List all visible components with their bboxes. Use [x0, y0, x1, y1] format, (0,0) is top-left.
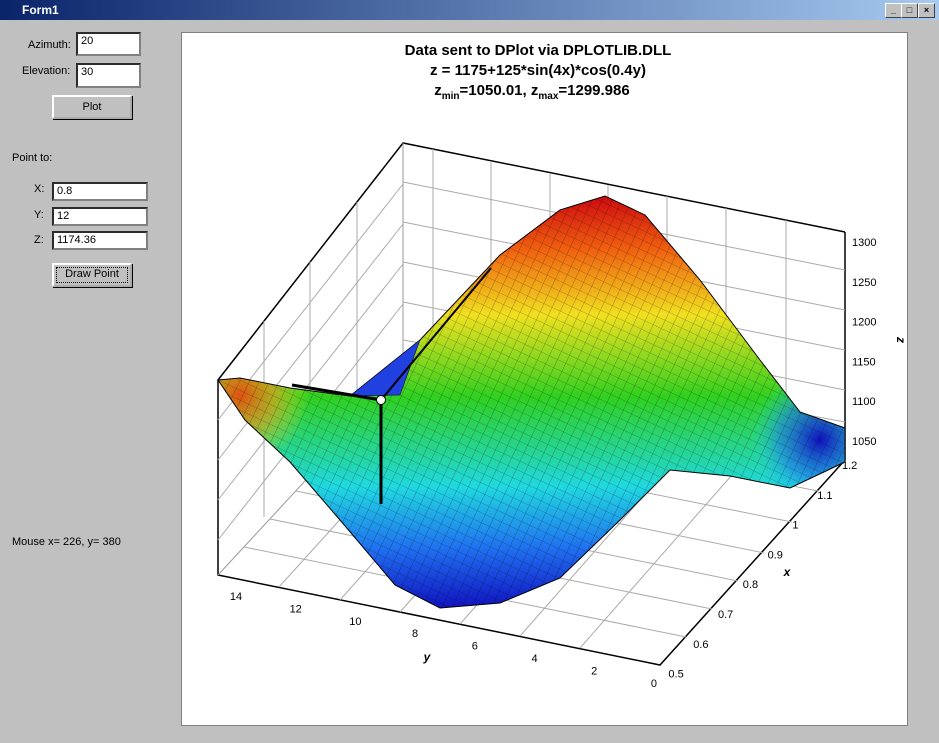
- range-part: min: [442, 91, 460, 102]
- y-tick-label: 2: [591, 665, 597, 677]
- x-input[interactable]: 0.8: [52, 182, 148, 201]
- y-axis-label: y: [423, 650, 432, 664]
- elevation-input[interactable]: 30: [76, 63, 141, 88]
- x-tick-label: 0.9: [768, 549, 783, 561]
- y-tick-label: 10: [349, 616, 361, 628]
- x-tick-label: 1: [792, 520, 798, 532]
- x-tick-label: 0.8: [743, 579, 758, 591]
- close-button[interactable]: ×: [918, 3, 935, 18]
- range-part: =1299.986: [558, 82, 629, 99]
- point-marker: [291, 267, 492, 504]
- y-input[interactable]: 12: [52, 207, 148, 226]
- draw-point-button[interactable]: Draw Point: [52, 263, 132, 287]
- azimuth-input[interactable]: 20: [76, 32, 141, 56]
- maximize-button[interactable]: □: [901, 3, 918, 18]
- surface-back-fold: [349, 339, 421, 397]
- y-label: Y:: [34, 209, 44, 221]
- y-tick-label: 4: [531, 653, 537, 665]
- surface-plot: 1300 1250 1200 1150 1100 1050 1.2 1.1 1 0.9 0.8 0.7…: [217, 42, 908, 690]
- x-tick-label: 0.5: [668, 669, 683, 681]
- mouse-status: Mouse x= 226, y= 380: [12, 536, 121, 548]
- plot-button[interactable]: Plot: [52, 95, 132, 119]
- minimize-button[interactable]: _: [885, 3, 902, 18]
- plot-range: zmin=1050.01, zmax=1299.986: [434, 82, 629, 102]
- point-to-label: Point to:: [12, 152, 53, 164]
- azimuth-label: Azimuth:: [28, 39, 71, 51]
- z-input[interactable]: 1174.36: [52, 231, 148, 250]
- title-bar: Form1 _ □ ×: [0, 0, 939, 20]
- z-label: Z:: [34, 234, 44, 246]
- y-tick-label: 6: [472, 641, 478, 653]
- elevation-label: Elevation:: [22, 65, 71, 77]
- x-tick-label: 0.7: [718, 609, 733, 621]
- z-tick-label: 1050: [852, 436, 876, 448]
- z-tick-label: 1300: [852, 237, 876, 249]
- range-part: max: [538, 91, 558, 102]
- range-part: z: [434, 82, 442, 99]
- z-tick-label: 1250: [852, 277, 876, 289]
- plot-area: 1300 1250 1200 1150 1100 1050 1.2 1.1 1 0.9 0.8 0.7…: [181, 32, 908, 726]
- x-tick-label: 1.2: [842, 460, 857, 472]
- z-tick-label: 1150: [852, 356, 876, 368]
- plot-subtitle: z = 1175+125*sin(4x)*cos(0.4y): [430, 62, 646, 79]
- y-tick-label: 12: [290, 603, 302, 615]
- y-tick-label: 14: [230, 591, 242, 603]
- x-axis-label: x: [783, 565, 792, 579]
- range-part: =1050.01, z: [460, 82, 539, 99]
- z-tick-label: 1200: [852, 317, 876, 329]
- y-tick-label: 8: [412, 628, 418, 640]
- x-tick-label: 0.6: [693, 639, 708, 651]
- z-tick-label: 1100: [852, 396, 876, 408]
- plot-title: Data sent to DPlot via DPLOTLIB.DLL: [405, 42, 672, 59]
- x-label: X:: [34, 183, 45, 195]
- y-tick-label: 0: [651, 678, 657, 690]
- window-title: Form1: [22, 3, 59, 17]
- x-tick-label: 1.1: [817, 490, 832, 502]
- z-axis-label: z: [894, 336, 907, 343]
